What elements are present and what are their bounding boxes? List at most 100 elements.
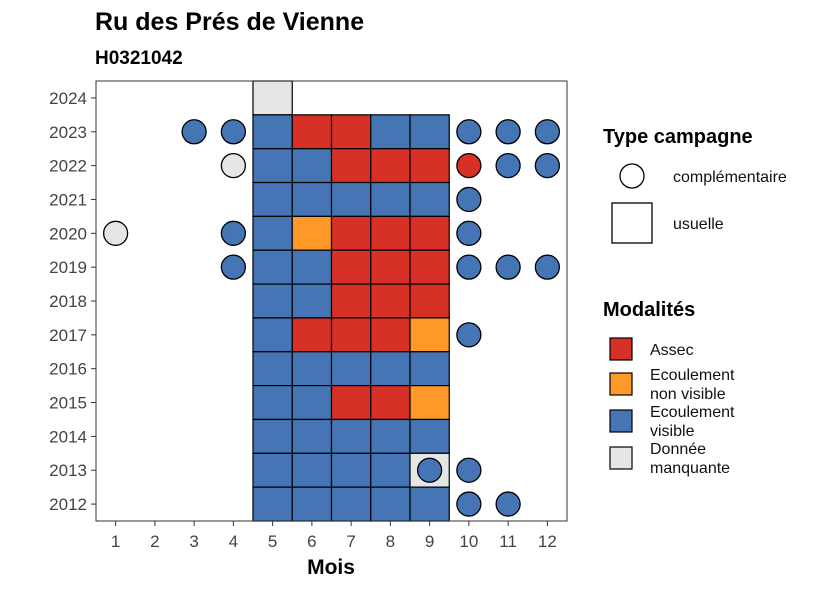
cell-2013-6 [291,452,333,488]
point-2019-11 [495,254,521,280]
point-2023-3 [181,119,207,145]
cell-2023-5 [252,114,293,150]
x-tick-label-2: 2 [150,532,159,551]
legend-square-symbol [611,202,653,244]
y-tick-label-2021: 2021 [49,190,87,209]
legend-label-1-line-1: non visible [650,386,726,403]
chart-subtitle: H0321042 [95,48,183,69]
cell-2020-7 [330,215,372,251]
cell-2015-7 [330,385,372,421]
cell-2021-5 [252,181,293,217]
cell-2020-8 [370,215,411,251]
point-2023-4 [220,119,247,145]
x-tick-label-5: 5 [268,532,277,551]
cell-2017-9 [409,317,450,353]
y-tick-label-2012: 2012 [49,495,87,514]
legend-swatch-1 [609,372,633,396]
cell-2021-8 [370,181,411,217]
cell-2020-5 [252,215,293,251]
point-2019-12 [534,254,561,280]
cell-2016-5 [252,351,293,387]
usuelle-cells [252,80,450,522]
cell-2012-5 [252,486,293,522]
point-2023-11 [495,119,521,145]
y-tick-label-2018: 2018 [49,292,87,311]
cell-2022-5 [252,148,293,184]
cell-2013-5 [252,452,293,488]
legend-label-1-line-0: Ecoulement [650,367,735,384]
cell-2013-7 [330,452,372,488]
x-tick-label-1: 1 [111,532,120,551]
cell-2017-5 [252,317,293,353]
cell-2018-5 [252,283,293,319]
y-tick-label-2019: 2019 [49,258,87,277]
cell-2024-5 [252,80,293,116]
cell-2012-6 [291,486,333,522]
legend-label-usuelle: usuelle [673,216,724,233]
cell-2021-6 [291,181,333,217]
cell-2017-6 [291,317,333,353]
point-2020-4 [220,220,247,246]
legend-label-3-line-0: Donnée [650,441,706,458]
cell-2012-8 [370,486,411,522]
cell-2019-7 [330,249,372,285]
cell-2013-8 [370,452,411,488]
point-2017-10 [456,322,482,348]
y-tick-label-2014: 2014 [49,427,87,446]
x-tick-label-9: 9 [425,532,434,551]
y-tick-label-2015: 2015 [49,394,87,413]
point-2019-10 [456,254,482,280]
cell-2014-9 [409,418,450,454]
cell-2015-8 [370,385,411,421]
x-tick-label-4: 4 [229,532,238,551]
cell-2019-8 [370,249,411,285]
x-tick-label-8: 8 [386,532,395,551]
legend-type-campagne: Type campagne complémentaire usuelle [603,126,787,244]
x-tick-label-12: 12 [538,532,557,551]
point-2023-10 [456,119,482,145]
legend-swatch-3 [609,446,633,470]
legend-modalites-title: Modalités [603,299,695,321]
cell-2014-6 [291,418,333,454]
legend-label-0-line-0: Assec [650,342,694,359]
cell-2022-8 [370,148,411,184]
cell-2020-6 [291,215,333,251]
point-2022-10 [456,152,482,179]
point-2021-10 [456,186,482,213]
cell-2023-8 [370,114,411,150]
point-2012-10 [456,491,482,517]
x-tick-label-3: 3 [189,532,198,551]
cell-2015-9 [409,385,450,421]
legend-label-2-line-1: visible [650,423,695,440]
cell-2012-7 [330,486,372,522]
legend-swatch-2 [609,409,633,433]
cell-2023-6 [291,114,333,150]
cell-2016-9 [409,351,450,387]
cell-2018-9 [409,283,450,319]
y-tick-label-2022: 2022 [49,157,87,176]
x-axis: 1 2 3 4 5 6 7 8 9 10 11 12 [111,521,557,551]
point-2019-4 [220,254,247,280]
y-axis: 2012 2013 2014 2015 2016 2017 2018 2019 2020 2021… [49,89,96,514]
cell-2021-7 [330,181,372,217]
cell-2022-7 [330,148,372,184]
cell-2014-7 [330,418,372,454]
x-axis-title: Mois [307,556,355,579]
cell-2014-8 [370,418,411,454]
point-2013-10 [456,457,482,483]
cell-2018-6 [291,283,333,319]
cell-2016-7 [330,351,372,387]
point-2020-10 [456,220,482,246]
point-2022-12 [534,152,561,179]
cell-2018-8 [370,283,411,319]
cell-2020-9 [409,215,450,251]
point-2013-9 [416,457,443,483]
legend-label-complementaire: complémentaire [673,169,787,186]
cell-2016-8 [370,351,411,387]
legend-type-title: Type campagne [603,126,753,148]
complementaire-points [102,119,561,517]
legend-swatch-0 [609,337,633,361]
cell-2014-5 [252,418,293,454]
